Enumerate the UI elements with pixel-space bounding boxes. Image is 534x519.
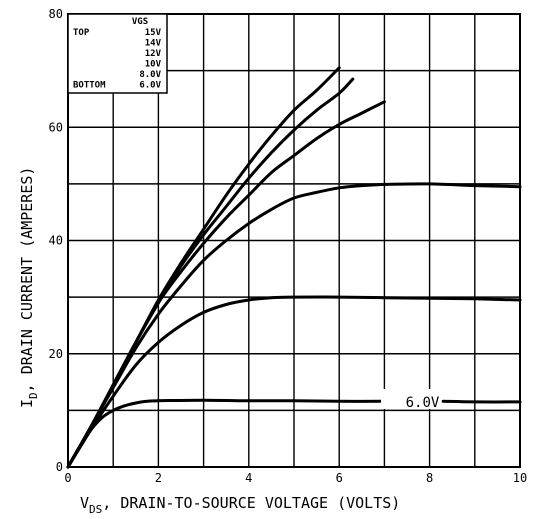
y-axis-label-sub: D	[27, 392, 40, 399]
series-line-vgs-6-0v	[441, 399, 522, 404]
legend-position-label: BOTTOM	[73, 81, 106, 91]
series-line-vgs-6-0v	[66, 398, 400, 469]
x-tick-label: 0	[64, 471, 71, 485]
legend-entry: 10V	[145, 60, 162, 70]
series-line-vgs-10v	[66, 182, 522, 469]
legend-entry: 6.0V	[139, 81, 161, 91]
x-tick-label: 4	[245, 471, 252, 485]
curve-annotation-6v: 6.0V	[406, 395, 440, 411]
x-axis-label: VDS, DRAIN-TO-SOURCE VOLTAGE (VOLTS)	[80, 494, 400, 516]
x-axis-label-main: V	[80, 494, 89, 512]
y-axis-label-main: I	[18, 399, 36, 408]
y-axis-label-rest: , DRAIN CURRENT (AMPERES)	[18, 167, 36, 393]
tick-labels: 0 2 4 6 8 10 0 20 40 60 80	[49, 7, 528, 485]
series-line-vgs-12v	[66, 100, 386, 469]
series-layer	[66, 66, 522, 469]
y-tick-label: 20	[49, 347, 63, 361]
legend-position-label: TOP	[73, 28, 90, 38]
y-tick-label: 40	[49, 234, 63, 248]
y-tick-label: 0	[56, 460, 63, 474]
x-tick-label: 6	[336, 471, 343, 485]
x-axis-label-sub: DS	[89, 503, 102, 516]
legend-entry: 12V	[145, 49, 162, 59]
legend-entry: 14V	[145, 39, 162, 49]
x-tick-label: 8	[426, 471, 433, 485]
y-axis-label: ID, DRAIN CURRENT (AMPERES)	[18, 167, 40, 408]
x-axis-label-rest: , DRAIN-TO-SOURCE VOLTAGE (VOLTS)	[102, 494, 400, 512]
plot-frame	[67, 13, 521, 468]
x-tick-label: 2	[155, 471, 162, 485]
annotation-background	[381, 389, 441, 409]
legend-entry: 15V	[145, 28, 162, 38]
y-tick-label: 80	[49, 7, 63, 21]
y-tick-label: 60	[49, 120, 63, 134]
legend-header: VGS	[132, 17, 148, 27]
legend-entry: 8.0V	[139, 70, 161, 80]
series-line-vgs-8-0v	[66, 295, 522, 469]
legend-box	[67, 13, 168, 94]
x-tick-label: 10	[513, 471, 527, 485]
series-line-vgs-14v	[66, 77, 355, 469]
